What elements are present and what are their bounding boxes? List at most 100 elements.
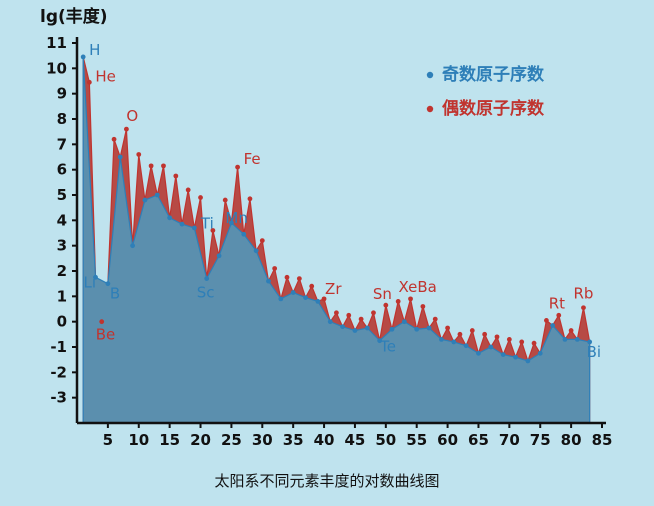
odd-point: [513, 354, 518, 360]
odd-point: [562, 337, 568, 342]
x-tick-label: 40: [314, 431, 335, 449]
odd-point: [167, 215, 173, 221]
odd-point: [290, 290, 296, 295]
element-label-li: Li: [84, 273, 97, 291]
odd-point: [179, 221, 185, 227]
y-tick-label: 9: [57, 85, 67, 103]
x-tick-label: 60: [437, 431, 458, 449]
element-label-te: Te: [379, 337, 396, 355]
even-point: [383, 302, 389, 308]
x-tick-label: 75: [530, 431, 551, 449]
element-label-he: He: [95, 67, 116, 85]
even-point: [519, 339, 525, 345]
element-label-mn: Mn: [225, 209, 247, 227]
even-point: [371, 310, 376, 316]
y-tick-label: 1: [57, 287, 67, 305]
odd-point: [500, 352, 506, 357]
odd-point: [241, 231, 247, 237]
y-axis-title: lg(丰度): [40, 6, 108, 27]
odd-point: [463, 343, 469, 349]
x-tick-label: 25: [221, 431, 242, 449]
odd-point: [216, 253, 222, 259]
even-point: [272, 266, 278, 271]
odd-point: [253, 248, 259, 254]
even-point: [235, 164, 240, 170]
even-point: [309, 283, 315, 289]
even-point: [531, 340, 537, 346]
y-tick-label: -1: [50, 338, 67, 356]
x-tick-label: 35: [283, 431, 304, 449]
even-point: [111, 136, 117, 142]
odd-point: [191, 225, 197, 231]
element-label-rt: Rt: [549, 294, 565, 312]
even-point: [544, 318, 549, 323]
x-tick-label: 10: [128, 431, 149, 449]
odd-point: [439, 337, 444, 342]
x-tick-label: 80: [561, 431, 582, 449]
y-tick-label: 0: [57, 313, 67, 331]
even-point: [346, 312, 352, 318]
odd-point: [204, 276, 210, 281]
odd-point: [327, 319, 333, 325]
element-label-xeba: XeBa: [399, 278, 437, 296]
element-label-bi: Bi: [587, 343, 601, 361]
y-tick-label: 10: [46, 59, 67, 77]
even-point: [408, 296, 413, 302]
element-label-h: H: [89, 41, 100, 59]
y-tick-label: 5: [57, 186, 67, 204]
element-label-rb: Rb: [573, 285, 593, 303]
even-point: [148, 163, 154, 169]
even-point: [247, 196, 253, 202]
even-point: [321, 296, 327, 302]
element-label-be: Be: [96, 326, 116, 344]
even-point: [457, 331, 463, 337]
odd-point: [80, 54, 86, 60]
even-point: [445, 325, 450, 331]
y-tick-label: 11: [46, 34, 67, 52]
odd-point: [266, 278, 271, 284]
odd-point: [401, 319, 407, 325]
element-label-sc: Sc: [197, 284, 215, 302]
odd-point: [488, 344, 494, 350]
even-point: [581, 305, 586, 311]
y-tick-label: 6: [57, 161, 67, 179]
odd-point: [550, 323, 555, 328]
odd-point: [414, 326, 420, 332]
y-tick-label: -2: [50, 363, 67, 381]
odd-point: [587, 339, 593, 345]
chart-title: 太阳系不同元素丰度的对数曲线图: [214, 472, 439, 490]
even-point: [482, 331, 488, 337]
even-point: [161, 163, 166, 169]
odd-point: [377, 338, 383, 344]
x-tick-label: 15: [159, 431, 180, 449]
y-tick-label: 4: [57, 211, 67, 229]
odd-point: [117, 154, 123, 160]
odd-point: [93, 274, 98, 280]
y-tick-label: 8: [57, 110, 67, 128]
even-point: [568, 328, 574, 333]
even-point: [494, 334, 500, 340]
odd-point: [426, 325, 432, 331]
legend-label: 偶数原子序数: [442, 98, 545, 119]
chart-points: [80, 54, 593, 364]
even-point: [222, 197, 228, 203]
odd-point: [451, 339, 457, 345]
x-tick-label: 20: [190, 431, 211, 449]
even-point: [86, 79, 92, 85]
x-tick-label: 50: [375, 431, 396, 449]
legend-marker: [426, 105, 434, 113]
even-point: [296, 276, 302, 281]
even-point: [556, 312, 562, 318]
even-point: [469, 328, 475, 333]
odd-point: [303, 295, 308, 300]
x-tick-label: 45: [345, 431, 366, 449]
legend-marker: [426, 71, 434, 79]
even-point: [259, 238, 265, 244]
odd-point: [352, 328, 358, 333]
y-tick-label: -3: [50, 389, 67, 407]
element-label-ti: Ti: [200, 214, 214, 232]
odd-point: [229, 220, 234, 226]
